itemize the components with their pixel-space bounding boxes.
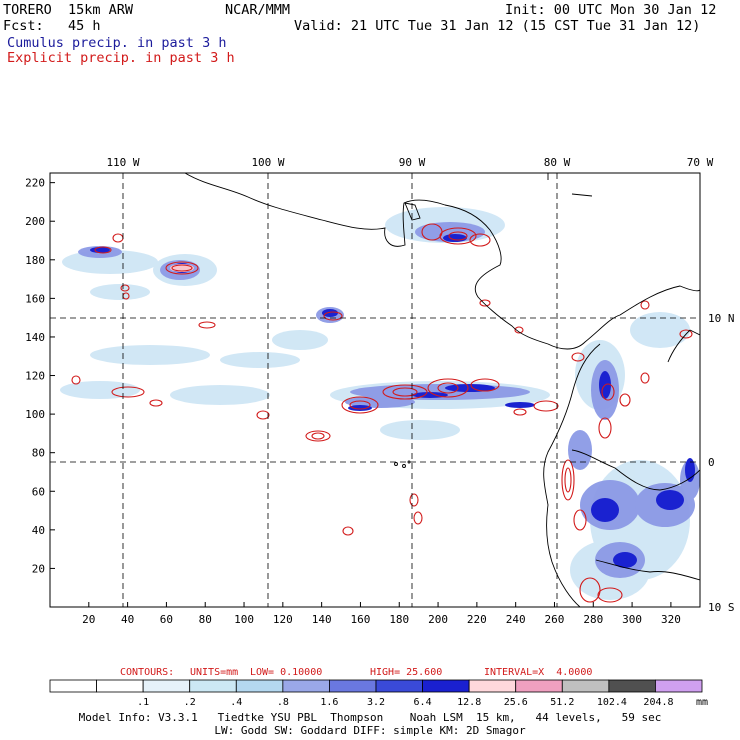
forecast-hour: Fcst: 45 h <box>3 18 101 34</box>
map-frame <box>49 172 701 608</box>
y-tick-label: 100 <box>25 408 45 421</box>
model-title: TORERO 15km ARW <box>3 2 134 18</box>
y-tick-label: 80 <box>32 447 45 460</box>
x-tick-label: 140 <box>312 613 332 626</box>
contour-low: LOW= 0.10000 <box>250 667 323 678</box>
x-axis-ticks: 20 40 60 80 100 120 140 160 180 200 220 240 260 280 30… <box>82 602 681 626</box>
colorbar-tick-label: .2 <box>183 697 196 708</box>
y-tick-label: 220 <box>25 177 45 190</box>
colorbar-swatch <box>96 679 144 693</box>
contour-units: UNITS=mm <box>190 667 239 678</box>
x-tick-label: 60 <box>160 613 173 626</box>
lat-label-10s: 10 S <box>708 601 735 614</box>
colorbar-unit: mm <box>696 697 709 708</box>
lon-label-80w: 80 W <box>544 156 571 169</box>
x-tick-label: 160 <box>351 613 371 626</box>
lat-label-10n: 10 N <box>708 312 735 325</box>
model-info-line1: Model Info: V3.3.1 Tiedtke YSU PBL Thomp… <box>78 711 662 724</box>
x-tick-label: 200 <box>428 613 448 626</box>
longitude-labels: 110 W 100 W 90 W 80 W 70 W <box>106 156 713 169</box>
colorbar-tick-label: 51.2 <box>550 697 575 708</box>
colorbar-tick-label: 25.6 <box>503 697 528 708</box>
model-info-line2: LW: Godd SW: Goddard DIFF: simple KM: 2D… <box>214 724 526 737</box>
x-tick-label: 300 <box>622 613 642 626</box>
colorbar <box>49 679 703 693</box>
x-tick-label: 320 <box>661 613 681 626</box>
colorbar-swatch <box>282 679 330 693</box>
colorbar-swatch <box>375 679 423 693</box>
cumulus-legend-text: Cumulus precip. in past 3 h <box>7 35 227 51</box>
explicit-legend-text: Explicit precip. in past 3 h <box>7 50 235 66</box>
x-tick-label: 260 <box>545 613 565 626</box>
colorbar-tick-label: 6.4 <box>413 697 432 708</box>
x-tick-label: 80 <box>199 613 212 626</box>
colorbar-swatch <box>515 679 563 693</box>
colorbar-swatch <box>422 679 470 693</box>
colorbar-tick-label: .1 <box>137 697 150 708</box>
colorbar-tick-label: 1.6 <box>320 697 339 708</box>
lon-label-90w: 90 W <box>399 156 426 169</box>
y-tick-label: 20 <box>32 562 45 575</box>
x-tick-label: 240 <box>506 613 526 626</box>
y-tick-label: 40 <box>32 524 45 537</box>
x-tick-label: 180 <box>389 613 409 626</box>
contour-interval: INTERVAL=X 4.0000 <box>484 667 593 678</box>
colorbar-swatch <box>468 679 517 693</box>
lat-label-0: 0 <box>708 456 715 469</box>
colorbar-swatch <box>189 679 237 693</box>
colorbar-swatch <box>608 679 656 693</box>
contour-high: HIGH= 25.600 <box>370 667 443 678</box>
colorbar-swatch <box>655 679 703 693</box>
y-tick-label: 60 <box>32 485 45 498</box>
y-tick-label: 180 <box>25 254 45 267</box>
contour-label: CONTOURS: <box>120 667 175 678</box>
latlon-grid <box>50 173 700 607</box>
y-tick-label: 120 <box>25 370 45 383</box>
lon-label-100w: 100 W <box>251 156 284 169</box>
init-time: Init: 00 UTC Mon 30 Jan 12 <box>505 2 717 18</box>
colorbar-swatch <box>235 679 284 693</box>
colorbar-tick-label: 204.8 <box>643 697 674 708</box>
x-tick-label: 120 <box>273 613 293 626</box>
x-tick-label: 40 <box>121 613 134 626</box>
colorbar-swatch <box>561 679 610 693</box>
x-tick-label: 20 <box>82 613 95 626</box>
colorbar-tick-label: 12.8 <box>457 697 482 708</box>
colorbar-tick-label: .4 <box>230 697 243 708</box>
colorbar-swatch <box>49 679 97 693</box>
y-tick-label: 200 <box>25 215 45 228</box>
lon-label-110w: 110 W <box>106 156 139 169</box>
y-tick-label: 160 <box>25 292 45 305</box>
y-axis-ticks: 20 40 60 80 100 120 140 160 180 200 220 <box>25 177 55 575</box>
org-label: NCAR/MMM <box>225 2 291 18</box>
lon-label-70w: 70 W <box>687 156 714 169</box>
x-tick-label: 100 <box>234 613 254 626</box>
y-tick-label: 140 <box>25 331 45 344</box>
valid-time: Valid: 21 UTC Tue 31 Jan 12 (15 CST Tue … <box>294 18 701 34</box>
coastline <box>184 173 700 607</box>
colorbar-swatch <box>142 679 191 693</box>
latitude-labels: 10 N 0 10 S <box>708 312 735 614</box>
x-tick-label: 220 <box>467 613 487 626</box>
x-tick-label: 280 <box>583 613 603 626</box>
colorbar-tick-label: .8 <box>276 697 289 708</box>
colorbar-swatch <box>329 679 377 693</box>
colorbar-tick-label: 3.2 <box>366 697 386 708</box>
colorbar-tick-label: 102.4 <box>596 697 627 708</box>
precip-shading <box>60 207 700 603</box>
